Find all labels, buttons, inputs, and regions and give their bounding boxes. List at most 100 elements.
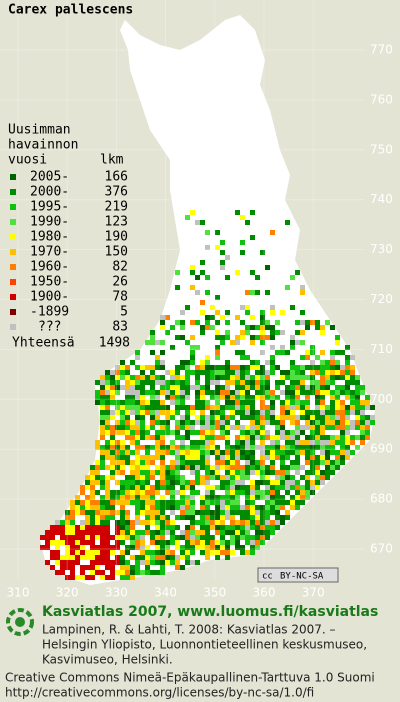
record-square [155, 500, 160, 505]
record-square [195, 440, 200, 445]
record-square [245, 470, 250, 475]
record-square [205, 450, 210, 455]
record-square [160, 365, 165, 370]
record-square [185, 555, 190, 560]
record-square [130, 485, 135, 490]
record-square [335, 410, 340, 415]
record-square [275, 430, 280, 435]
record-square [100, 495, 105, 500]
record-square [225, 445, 230, 450]
record-square [115, 445, 120, 450]
record-square [185, 515, 190, 520]
record-square [170, 550, 175, 555]
record-square [105, 500, 110, 505]
x-tick-label: 320 [56, 586, 79, 600]
record-square [245, 495, 250, 500]
record-square [250, 385, 255, 390]
record-square [240, 215, 245, 220]
record-square [115, 490, 120, 495]
record-square [150, 475, 155, 480]
record-square [115, 555, 120, 560]
record-square [210, 550, 215, 555]
record-square [105, 545, 110, 550]
record-square [185, 375, 190, 380]
record-square [210, 450, 215, 455]
record-square [145, 485, 150, 490]
record-square [105, 400, 110, 405]
record-square [150, 445, 155, 450]
record-square [130, 435, 135, 440]
record-square [120, 455, 125, 460]
record-square [140, 475, 145, 480]
record-square [155, 480, 160, 485]
record-square [250, 410, 255, 415]
record-square [65, 575, 70, 580]
record-square [320, 385, 325, 390]
record-square [260, 350, 265, 355]
record-square [220, 415, 225, 420]
record-square [195, 320, 200, 325]
record-square [135, 480, 140, 485]
record-square [165, 330, 170, 335]
record-square [260, 460, 265, 465]
record-square [255, 480, 260, 485]
record-square [255, 360, 260, 365]
record-square [350, 420, 355, 425]
record-square [295, 505, 300, 510]
record-square [265, 380, 270, 385]
record-square [225, 335, 230, 340]
record-square [290, 365, 295, 370]
record-square [105, 425, 110, 430]
record-square [90, 475, 95, 480]
record-square [270, 445, 275, 450]
record-square [65, 565, 70, 570]
record-square [225, 375, 230, 380]
record-square [85, 535, 90, 540]
record-square [150, 495, 155, 500]
record-square [205, 430, 210, 435]
record-square [190, 270, 195, 275]
record-square [240, 415, 245, 420]
record-square [245, 485, 250, 490]
record-square [140, 550, 145, 555]
record-square [160, 545, 165, 550]
record-square [205, 505, 210, 510]
record-square [150, 435, 155, 440]
record-square [160, 400, 165, 405]
record-square [295, 435, 300, 440]
record-square [185, 415, 190, 420]
record-square [340, 460, 345, 465]
record-square [205, 475, 210, 480]
record-square [350, 410, 355, 415]
record-square [80, 555, 85, 560]
record-square [225, 510, 230, 515]
record-square [55, 525, 60, 530]
record-square [185, 530, 190, 535]
record-square [175, 410, 180, 415]
record-square [320, 440, 325, 445]
record-square [260, 505, 265, 510]
record-square [320, 455, 325, 460]
record-square [205, 275, 210, 280]
record-square [250, 335, 255, 340]
record-square [160, 410, 165, 415]
record-square [170, 380, 175, 385]
record-square [345, 390, 350, 395]
record-square [330, 440, 335, 445]
record-square [335, 365, 340, 370]
record-square [135, 465, 140, 470]
record-square [240, 440, 245, 445]
record-square [190, 550, 195, 555]
record-square [345, 440, 350, 445]
record-square [340, 420, 345, 425]
record-square [235, 385, 240, 390]
record-square [200, 390, 205, 395]
record-square [250, 405, 255, 410]
record-square [180, 380, 185, 385]
record-square [235, 405, 240, 410]
record-square [200, 480, 205, 485]
record-square [210, 495, 215, 500]
license-badge [257, 567, 339, 583]
record-square [160, 350, 165, 355]
record-square [170, 415, 175, 420]
